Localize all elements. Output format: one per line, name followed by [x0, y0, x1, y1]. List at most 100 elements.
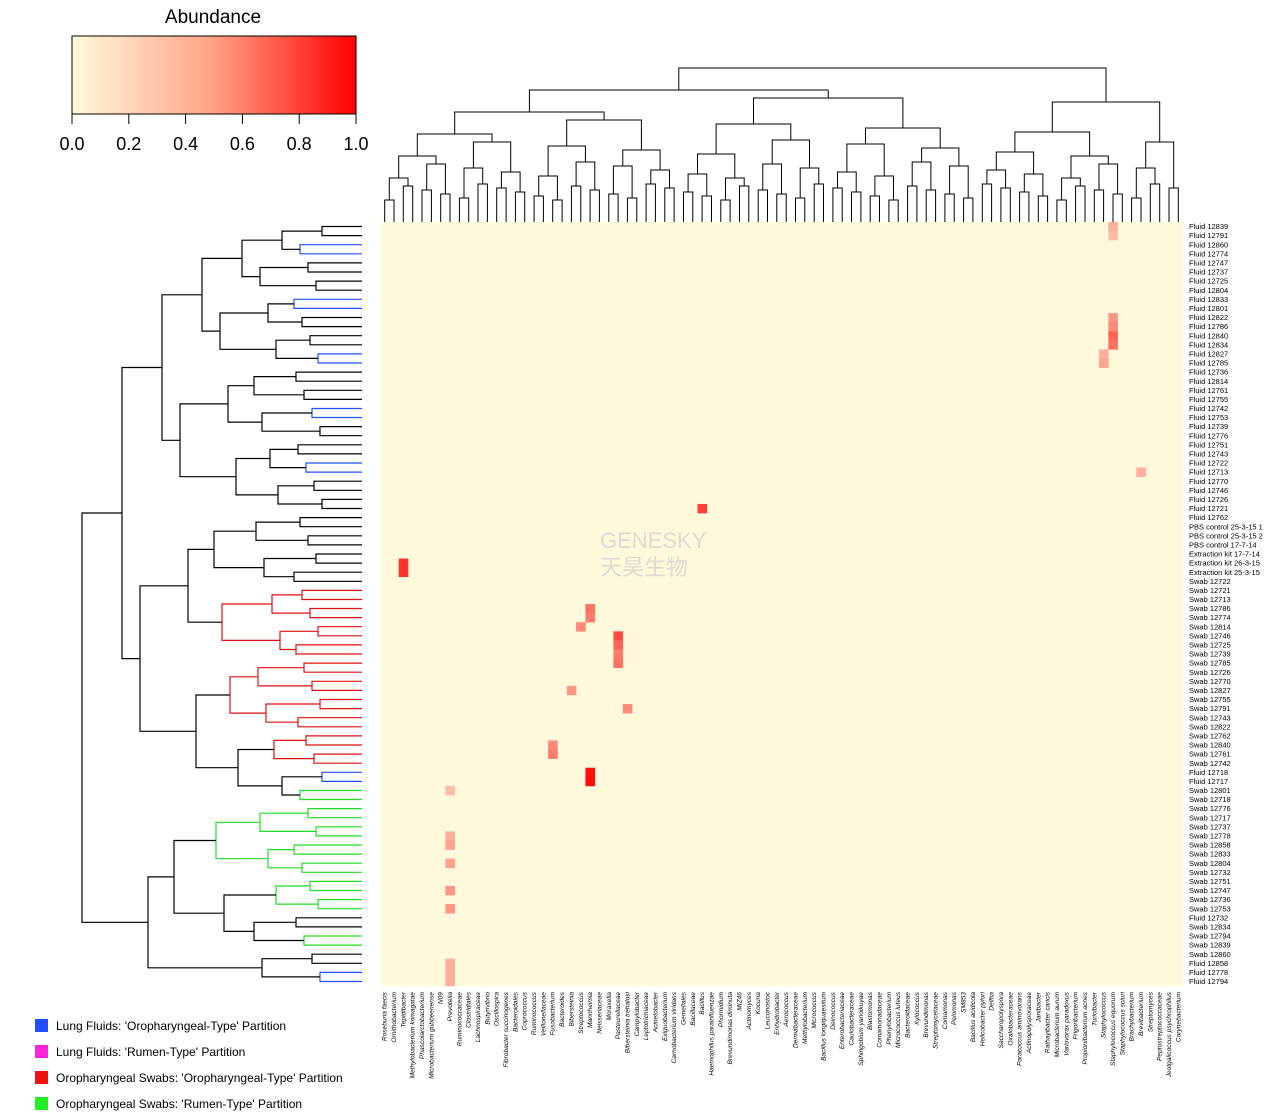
column-label: Prevotella	[447, 992, 454, 1022]
column-dendrogram-branch	[799, 167, 820, 198]
column-label: Streptomycetaceae	[933, 992, 940, 1049]
column-dendrogram-branch	[533, 195, 544, 222]
row-label: Swab 12770	[1189, 677, 1231, 686]
heatmap-cell	[445, 967, 455, 978]
heatmap-cell	[445, 785, 455, 796]
row-label: Swab 12860	[1189, 950, 1231, 959]
column-dendrogram-branch	[925, 189, 937, 222]
column-label: Bacillus acidicola	[970, 992, 977, 1043]
row-label: Fluid 12722	[1189, 459, 1228, 468]
row-label: Swab 12794	[1189, 932, 1231, 941]
color-key-tick-label: 0.0	[59, 134, 84, 154]
row-label: Extraction kit 26-3-15	[1189, 559, 1260, 568]
heatmap-background	[380, 222, 1183, 986]
column-label: Haemophilus parainfluenzae	[709, 992, 716, 1076]
column-label: Variovorax paradoxus	[1063, 991, 1070, 1056]
column-label: Leuconostoc	[765, 991, 772, 1029]
legend-swatch-red	[35, 1071, 48, 1084]
row-label: Swab 12753	[1189, 904, 1231, 913]
row-dendrogram-branch	[121, 366, 162, 660]
row-label: Fluid 12717	[1189, 777, 1228, 786]
column-label: Enterobacteriaceae	[839, 992, 846, 1050]
row-dendrogram-branch	[297, 717, 362, 728]
column-dendrogram-branch	[570, 185, 582, 222]
row-dendrogram-branch	[275, 885, 318, 905]
row-dendrogram-branch	[307, 535, 362, 546]
column-label: Acinetobacter	[652, 991, 659, 1033]
row-dendrogram-branch	[295, 917, 362, 928]
row-label: Swab 12722	[1189, 577, 1231, 586]
column-dendrogram-branch	[514, 191, 526, 222]
row-dendrogram-branch	[301, 589, 362, 601]
column-label: Bacillus	[699, 991, 706, 1014]
column-dendrogram-branch	[678, 67, 1107, 102]
row-dendrogram-branch	[271, 594, 310, 614]
row-label: Swab 12776	[1189, 804, 1231, 813]
row-dendrogram-branch	[309, 607, 362, 619]
column-dendrogram-branch	[921, 147, 960, 166]
row-label: Swab 12858	[1189, 841, 1231, 850]
legend-label-magenta: Lung Fluids: 'Rumen-Type' Partition	[56, 1045, 245, 1059]
row-dendrogram-branch	[265, 703, 320, 723]
row-label: Fluid 12804	[1189, 286, 1228, 295]
row-label: Swab 12827	[1189, 686, 1231, 695]
row-dendrogram-branch	[307, 808, 362, 819]
column-label: Fusobacterium	[550, 991, 557, 1035]
column-dendrogram-branch	[846, 143, 885, 176]
column-dendrogram-branch	[725, 177, 745, 200]
column-label: Janibacter	[1035, 991, 1042, 1023]
row-dendrogram-branch	[315, 553, 362, 564]
column-dendrogram	[384, 67, 1179, 222]
column-label: Campylobacter	[634, 991, 641, 1036]
column-dendrogram-branch	[650, 169, 670, 188]
column-label: Ornithobacterium	[391, 991, 398, 1042]
row-label: Swab 12786	[1189, 604, 1231, 613]
column-label: Xylococcus	[914, 991, 921, 1026]
heatmap-cell	[398, 558, 409, 568]
column-label: Staphylococcus sciuri	[1119, 991, 1126, 1055]
row-dendrogram-branch	[317, 899, 362, 910]
column-dendrogram-branch	[888, 199, 899, 222]
column-label: Gemellales	[681, 991, 688, 1025]
row-label: Swab 12834	[1189, 923, 1231, 932]
column-label: Bacteroides	[559, 991, 566, 1027]
column-label: Turicibacter	[1091, 991, 1098, 1026]
column-dendrogram-branch	[832, 187, 843, 222]
row-label: PBS control 25-3-15 1	[1189, 522, 1263, 531]
row-label: Fluid 12786	[1189, 322, 1228, 331]
heatmap-cell	[1098, 358, 1109, 368]
column-label: Dermabacteraceae	[793, 992, 800, 1048]
column-label: Phenylobacterium	[886, 992, 893, 1045]
row-label: Fluid 12778	[1189, 968, 1228, 977]
row-label: Fluid 12762	[1189, 513, 1228, 522]
row-dendrogram-branch	[229, 676, 266, 714]
column-dendrogram-branch	[398, 155, 437, 178]
row-dendrogram-branch	[315, 280, 362, 291]
row-dendrogram-branch	[299, 789, 362, 801]
column-label: Coprococcus	[522, 991, 529, 1030]
column-label: Butyrivibrio	[484, 992, 491, 1025]
row-label: Fluid 12839	[1189, 222, 1228, 231]
heatmap-cell	[1108, 331, 1118, 341]
row-dendrogram-branch	[277, 485, 322, 505]
row-label: Fluid 12742	[1189, 404, 1228, 413]
row-label: Fluid 12736	[1189, 368, 1228, 377]
row-dendrogram-branch	[305, 735, 362, 746]
row-dendrogram-branch	[303, 935, 362, 946]
column-dendrogram-branch	[701, 195, 712, 222]
heatmap-cell	[1108, 322, 1118, 332]
column-dendrogram-branch	[1051, 101, 1161, 142]
column-label: Bibersteinia	[568, 992, 575, 1027]
column-dendrogram-branch	[463, 167, 484, 198]
legend-swatch-magenta	[35, 1045, 48, 1058]
heatmap-cell	[613, 631, 624, 641]
row-label: Fluid 12725	[1189, 277, 1228, 286]
row-label: Fluid 12755	[1189, 395, 1228, 404]
column-dendrogram-branch	[416, 133, 493, 156]
heatmap-cell	[1108, 340, 1118, 350]
row-label: Swab 12814	[1189, 622, 1231, 631]
row-label: Fluid 12737	[1189, 268, 1228, 277]
watermark-cn: 天昊生物	[600, 555, 688, 580]
row-dendrogram-branch	[299, 244, 362, 255]
row-dendrogram-branch	[321, 225, 362, 237]
